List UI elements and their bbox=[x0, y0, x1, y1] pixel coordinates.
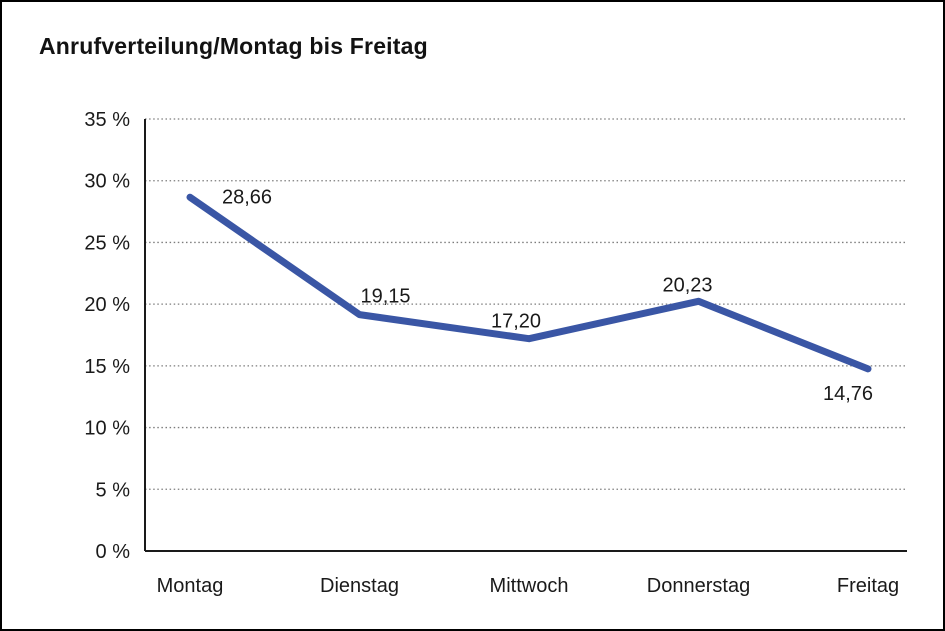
y-tick-label: 10 % bbox=[84, 418, 130, 440]
data-label: 19,15 bbox=[360, 286, 410, 308]
y-tick-label: 0 % bbox=[96, 541, 131, 563]
y-tick-label: 20 % bbox=[84, 294, 130, 316]
y-tick-label: 30 % bbox=[84, 171, 130, 193]
y-tick-label: 35 % bbox=[84, 109, 130, 131]
chart-title: Anrufverteilung/Montag bis Freitag bbox=[39, 33, 428, 59]
data-label: 28,66 bbox=[222, 186, 272, 208]
data-label: 14,76 bbox=[823, 383, 873, 405]
data-label: 20,23 bbox=[662, 274, 712, 296]
x-tick-label: Dienstag bbox=[320, 575, 399, 597]
x-tick-label: Montag bbox=[157, 575, 224, 597]
y-tick-label: 25 % bbox=[84, 232, 130, 254]
x-tick-label: Mittwoch bbox=[490, 575, 569, 597]
x-tick-label: Donnerstag bbox=[647, 575, 750, 597]
x-tick-label: Freitag bbox=[837, 575, 899, 597]
y-tick-label: 5 % bbox=[96, 479, 131, 501]
data-label: 17,20 bbox=[491, 311, 541, 333]
y-tick-label: 15 % bbox=[84, 356, 130, 378]
series-line bbox=[186, 193, 872, 373]
